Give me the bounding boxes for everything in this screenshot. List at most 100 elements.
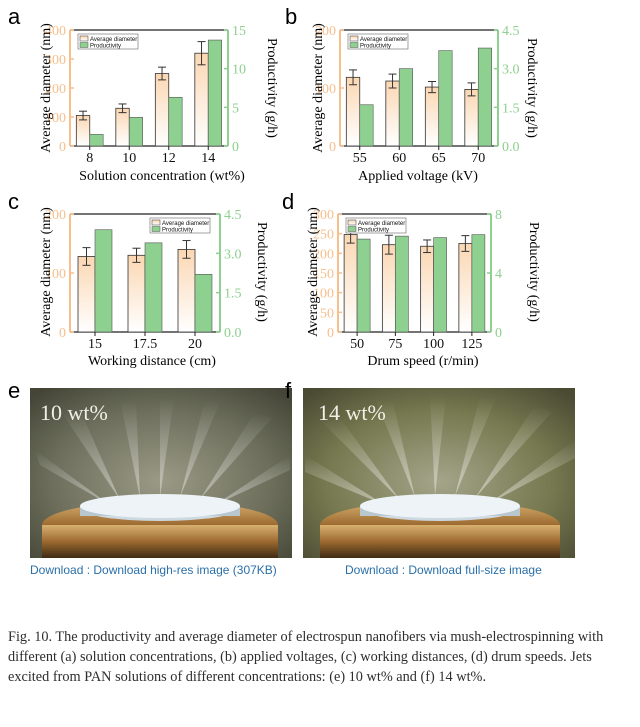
jet-rays (305, 396, 575, 505)
bar-productivity (398, 68, 413, 147)
x-tick-label: 60 (392, 151, 406, 166)
y-tick-label-left: 300 (313, 208, 334, 223)
x-tick-label: 55 (353, 151, 367, 166)
y-tick-label-left: 250 (313, 228, 334, 243)
bar-productivity (477, 47, 492, 147)
x-tick-label: 70 (471, 151, 485, 166)
x-tick-label: 20 (188, 337, 202, 352)
chart-panel-b: b 0 100 200 0.0 1.5 3.0 4.5 55 60 65 70 Average di… (285, 4, 539, 184)
y-tick-label-right: 8 (495, 208, 502, 223)
solution-disc-top (80, 494, 240, 518)
x-tick-label: 10 (122, 151, 136, 166)
y-tick-label-left: 200 (313, 247, 334, 262)
bar-productivity (128, 117, 143, 147)
y-tick-label-left: 0 (327, 326, 334, 341)
y-tick-label-left: 100 (313, 287, 334, 302)
plot-area: 0 100 200 300 400 0 5 10 15 8 10 12 14 (45, 24, 246, 166)
legend-box (77, 33, 139, 50)
y-tick-label-left: 300 (45, 53, 66, 68)
legend-swatch-productivity (151, 226, 161, 232)
download-links: Download : Download high-res image (307K… (0, 563, 640, 585)
legend-box (345, 217, 407, 234)
figure-caption: Fig. 10. The productivity and average di… (8, 629, 604, 685)
legend-box (347, 33, 409, 50)
x-tick-label: 14 (201, 151, 215, 166)
legend-label-diameter: Average diameter (360, 37, 407, 43)
y-tick-label-right: 0 (495, 326, 502, 341)
bar-productivity (94, 229, 113, 333)
y-tick-label-left: 150 (313, 267, 334, 282)
bar-productivity (438, 50, 453, 147)
bar-average-diameter (385, 80, 400, 147)
bar-productivity (207, 39, 222, 147)
y-axis-label-left: Average diameter (nm) (39, 23, 54, 153)
y-tick-label-left: 100 (45, 111, 66, 126)
y-axis-label-left: Average diameter (nm) (39, 207, 54, 337)
y-tick-label-right: 3.0 (502, 63, 520, 78)
x-axis-label: Solution concentration (wt%) (79, 169, 245, 184)
x-axis-label: Drum speed (r/min) (367, 354, 479, 369)
legend-box (149, 217, 211, 234)
y-tick-label-right: 1.5 (224, 287, 242, 302)
y-axis-label-right: Productivity (g/h) (254, 222, 269, 322)
legend-swatch-diameter (347, 219, 357, 226)
bar-average-diameter (194, 52, 209, 147)
x-axis-label: Applied voltage (kV) (358, 169, 478, 184)
panel-label: f (285, 378, 292, 403)
bar-productivity (359, 104, 374, 147)
chart-panel-a: a 0 100 200 300 400 0 5 10 15 8 10 12 14 Average dia… (8, 4, 279, 184)
y-tick-label-left: 400 (45, 24, 66, 39)
jet-rays (35, 398, 290, 505)
panel-label: a (8, 4, 21, 29)
y-tick-label-left: 200 (45, 82, 66, 97)
legend-swatch-productivity (79, 42, 89, 48)
bar-productivity (433, 237, 447, 333)
plot-area: 0 100 200 0.0 1.5 3.0 4.5 55 60 65 70 (315, 24, 520, 166)
legend-swatch-diameter (349, 35, 359, 42)
photo-concentration-label: 10 wt% (40, 400, 108, 425)
y-tick-label-right: 3.0 (224, 247, 242, 262)
photo-concentration-label: 14 wt% (318, 400, 386, 425)
bar-average-diameter (458, 243, 473, 333)
photo-panel-f: f 14 wt% (285, 378, 575, 558)
spinneret-base (320, 525, 560, 558)
bar-productivity (356, 238, 371, 333)
bar-productivity (168, 96, 183, 147)
y-tick-label-left: 200 (45, 208, 66, 223)
download-high-res-link[interactable]: Download : Download high-res image (307K… (30, 563, 277, 577)
legend-label-diameter: Average diameter (358, 221, 405, 227)
panel-label: b (285, 4, 297, 29)
bar-productivity (194, 274, 213, 333)
panel-label: c (8, 189, 19, 214)
bar-average-diameter (343, 234, 358, 333)
x-tick-label: 75 (388, 337, 402, 352)
y-tick-label-right: 4.5 (502, 24, 520, 39)
chart-panel-d: d 0 50 100 150 200 250 300 0 4 8 50 75 100 125 Averag… (282, 189, 541, 369)
download-full-size-link[interactable]: Download : Download full-size image (345, 563, 542, 577)
panel-label: d (282, 189, 294, 214)
y-tick-label-right: 0.0 (224, 326, 242, 341)
bar-average-diameter (381, 244, 396, 333)
bar-average-diameter (345, 76, 361, 147)
bar-average-diameter (177, 248, 196, 333)
bar-average-diameter (420, 245, 435, 333)
bar-productivity (144, 242, 163, 333)
bar-average-diameter (77, 256, 96, 333)
y-tick-label-left: 0 (329, 140, 336, 155)
legend-label-productivity: Productivity (360, 44, 391, 50)
y-axis-label-right: Productivity (g/h) (526, 222, 541, 322)
y-tick-label-right: 0 (232, 140, 239, 155)
x-tick-label: 100 (423, 337, 444, 352)
legend-label-productivity: Productivity (358, 228, 389, 234)
y-tick-label-left: 0 (59, 140, 66, 155)
bar-average-diameter (127, 254, 146, 333)
photo-panel-e: e 10 wt% (8, 378, 292, 558)
y-tick-label-right: 4.5 (224, 208, 242, 223)
x-tick-label: 50 (350, 337, 364, 352)
bar-productivity (89, 134, 104, 147)
x-tick-label: 8 (86, 151, 93, 166)
y-tick-label-left: 100 (315, 82, 336, 97)
